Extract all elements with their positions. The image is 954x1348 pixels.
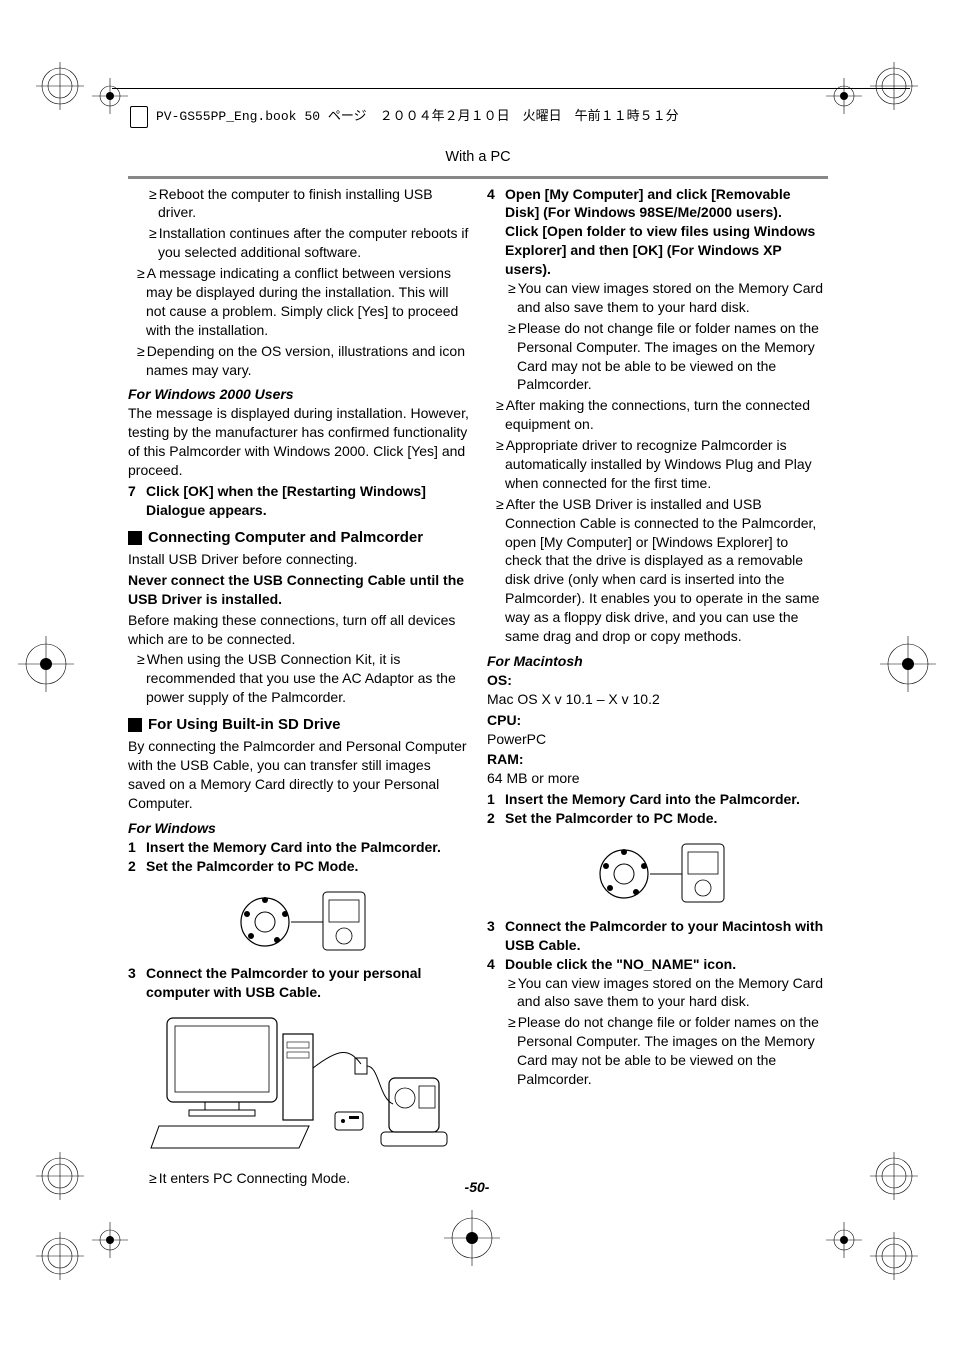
mac-step-4-text: Double click the "NO_NAME" icon.: [505, 956, 736, 972]
step-7-text: Click [OK] when the [Restarting Windows]…: [146, 483, 426, 518]
text-turn-off: Before making these connections, turn of…: [128, 611, 469, 649]
bullet-ac-adaptor: When using the USB Connection Kit, it is…: [128, 650, 469, 707]
mac-step-3-text: Connect the Palmcorder to your Macintosh…: [505, 918, 823, 953]
win-step-3: 3Connect the Palmcorder to your personal…: [128, 964, 469, 1002]
value-os: Mac OS X v 10.1 – X v 10.2: [487, 690, 828, 709]
text-install-first: Install USB Driver before connecting.: [128, 550, 469, 569]
page-icon: [130, 106, 148, 128]
crop-mark-bl: [36, 1232, 84, 1280]
win-step-4-text: Open [My Computer] and click [Removable …: [505, 186, 815, 278]
header-filename: PV-GS55PP_Eng.book: [156, 108, 296, 126]
crop-mark-br: [870, 1232, 918, 1280]
crop-mark-bc: [444, 1210, 500, 1266]
text-sd-body: By connecting the Palmcorder and Persona…: [128, 737, 469, 813]
square-icon: [128, 718, 142, 732]
section-sd-drive: For Using Built-in SD Drive: [128, 715, 469, 735]
step4-line1: Open [My Computer] and click [Removable …: [505, 186, 791, 221]
win-step-1-text: Insert the Memory Card into the Palmcord…: [146, 839, 441, 855]
square-icon: [128, 531, 142, 545]
bullet-view-images: You can view images stored on the Memory…: [487, 279, 828, 317]
win-step-1: 1Insert the Memory Card into the Palmcor…: [128, 838, 469, 857]
bullet-os-version: Depending on the OS version, illustratio…: [128, 342, 469, 380]
bullet-conflict: A message indicating a conflict between …: [128, 264, 469, 340]
label-os: OS:: [487, 671, 828, 690]
figure-pc-connection: [128, 1008, 469, 1163]
page-content: With a PC Reboot the computer to finish …: [128, 148, 828, 1190]
step-7: 7Click [OK] when the [Restarting Windows…: [128, 482, 469, 520]
heading-for-windows: For Windows: [128, 819, 469, 838]
bullet-plug-play: Appropriate driver to recognize Palmcord…: [487, 436, 828, 493]
win-step-2-text: Set the Palmcorder to PC Mode.: [146, 858, 358, 874]
win-step-2: 2Set the Palmcorder to PC Mode.: [128, 857, 469, 876]
heading-win2000: For Windows 2000 Users: [128, 385, 469, 404]
title-rule: [128, 176, 828, 179]
text-never-connect: Never connect the USB Connecting Cable u…: [128, 571, 469, 609]
text-win2000: The message is displayed during installa…: [128, 404, 469, 480]
mac-step-1-text: Insert the Memory Card into the Palmcord…: [505, 791, 800, 807]
crop-mark-mr: [880, 636, 936, 692]
bullet-turn-on: After making the connections, turn the c…: [487, 396, 828, 434]
page-title: With a PC: [128, 148, 828, 168]
bullet-removable-disk: After the USB Driver is installed and US…: [487, 495, 828, 646]
bullet-reboot: Reboot the computer to finish installing…: [128, 185, 469, 223]
win-step-3-text: Connect the Palmcorder to your personal …: [146, 965, 421, 1000]
header-metadata: PV-GS55PP_Eng.book 50 ページ ２００４年２月１０日 火曜日…: [130, 106, 910, 128]
mac-step-2-text: Set the Palmcorder to PC Mode.: [505, 810, 717, 826]
crop-target-br: [826, 1222, 862, 1258]
mac-step-1: 1Insert the Memory Card into the Palmcor…: [487, 790, 828, 809]
heading-for-macintosh: For Macintosh: [487, 652, 828, 671]
crop-mark-tl: [36, 62, 84, 110]
value-ram: 64 MB or more: [487, 769, 828, 788]
win-step-4: 4Open [My Computer] and click [Removable…: [487, 185, 828, 279]
crop-target-tl: [92, 78, 128, 114]
crop-mark-ml: [18, 636, 74, 692]
right-column: 4Open [My Computer] and click [Removable…: [487, 185, 828, 1190]
label-cpu: CPU:: [487, 711, 828, 730]
crop-target-bl: [92, 1222, 128, 1258]
section-connecting: Connecting Computer and Palmcorder: [128, 528, 469, 548]
left-column: Reboot the computer to finish installing…: [128, 185, 469, 1190]
page-number: -50-: [0, 1178, 954, 1197]
bullet-mac-no-rename: Please do not change file or folder name…: [487, 1013, 828, 1089]
section-sd-label: For Using Built-in SD Drive: [148, 715, 341, 735]
header-pageinfo: 50 ページ ２００４年２月１０日 火曜日 午前１１時５１分: [304, 108, 678, 126]
label-ram: RAM:: [487, 750, 828, 769]
step4-line2: Click [Open folder to view files using W…: [505, 223, 815, 277]
bullet-no-rename: Please do not change file or folder name…: [487, 319, 828, 395]
bullet-install-continues: Installation continues after the compute…: [128, 224, 469, 262]
section-connecting-label: Connecting Computer and Palmcorder: [148, 528, 423, 548]
crop-mark-tr: [870, 62, 918, 110]
mac-step-4: 4Double click the "NO_NAME" icon.: [487, 955, 828, 974]
mac-step-3: 3Connect the Palmcorder to your Macintos…: [487, 917, 828, 955]
value-cpu: PowerPC: [487, 730, 828, 749]
bullet-mac-view: You can view images stored on the Memory…: [487, 974, 828, 1012]
figure-mode-dial-win: [128, 882, 469, 959]
figure-mode-dial-mac: [487, 834, 828, 911]
mac-step-2: 2Set the Palmcorder to PC Mode.: [487, 809, 828, 828]
